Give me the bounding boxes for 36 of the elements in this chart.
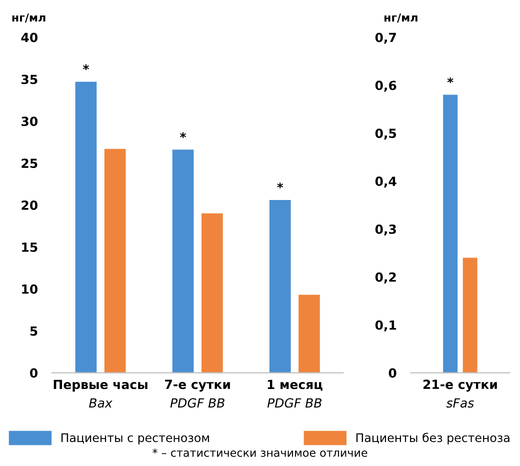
y-tick-label: 0,2 <box>375 272 396 284</box>
y-tick-label: 0 <box>30 368 38 378</box>
x-tick-label: Первые часы Bax <box>54 380 148 408</box>
x-tick-label: 21-е сутки sFas <box>423 380 497 408</box>
y-tick-label: 0 <box>388 368 396 378</box>
bar <box>75 82 97 373</box>
x-tick-label: 7-е сутки PDGF BB <box>165 380 230 408</box>
bar <box>269 200 291 373</box>
y-tick-label: 0,1 <box>375 320 396 332</box>
annotation: * <box>180 132 186 138</box>
text: * – статистически значимое отличие <box>152 448 368 457</box>
y-tick-label: 20 <box>22 200 38 210</box>
y-tick-label: 15 <box>22 242 38 252</box>
bar <box>104 148 126 373</box>
bar <box>172 150 194 373</box>
x-tick-label: 1 месяц PDGF BB <box>267 380 322 408</box>
y-tick-label: 30 <box>22 116 38 126</box>
y-tick-label: 0,6 <box>375 80 396 92</box>
y-tick-label: 25 <box>22 158 38 168</box>
annotation: * <box>447 77 454 84</box>
y-tick-label: 0,7 <box>375 32 396 44</box>
bar <box>201 213 223 373</box>
y-tick-label: 10 <box>22 284 38 294</box>
y-tick-label: 0,4 <box>375 176 396 188</box>
y-tick-label: 40 <box>21 32 38 42</box>
bar <box>298 294 320 373</box>
annotation: * <box>82 64 89 70</box>
y-axis-title: нг/мл <box>12 13 46 23</box>
y-axis-title: нг/мл <box>384 13 418 23</box>
legend-label: Пациенты без рестеноза <box>356 432 510 444</box>
y-tick-label: 0,3 <box>375 224 396 236</box>
y-tick-label: 5 <box>30 326 38 336</box>
annotation: * <box>277 182 284 188</box>
y-tick-label: 35 <box>22 74 38 84</box>
legend-label: Пациенты с рестенозом <box>61 433 209 444</box>
y-tick-label: 0,5 <box>375 128 396 140</box>
